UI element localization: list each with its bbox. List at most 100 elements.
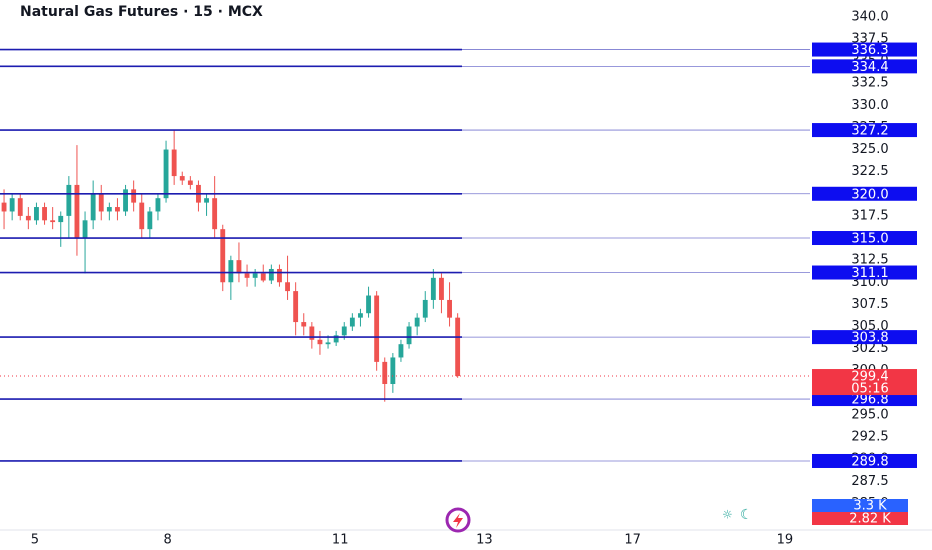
level-label-box bbox=[812, 59, 917, 74]
candle-body bbox=[212, 198, 218, 230]
y-tick-label: 332.5 bbox=[851, 76, 888, 91]
y-tick-label: 287.5 bbox=[851, 474, 888, 489]
candle-body bbox=[422, 299, 428, 318]
candle-body bbox=[236, 260, 242, 274]
candle-body bbox=[341, 326, 347, 336]
candle-body bbox=[325, 342, 331, 345]
y-tick-label: 302.5 bbox=[851, 341, 888, 356]
candle-body bbox=[374, 295, 380, 362]
candle-body bbox=[430, 277, 436, 300]
candle-body bbox=[74, 184, 80, 239]
candle-body bbox=[66, 184, 72, 216]
level-label: 296.8 bbox=[851, 393, 888, 408]
level-label: 289.8 bbox=[851, 454, 888, 469]
candle-body bbox=[90, 193, 96, 221]
last-price-label: 299.4 bbox=[851, 370, 888, 385]
candle-body bbox=[252, 273, 258, 278]
candle-body bbox=[268, 268, 274, 281]
candle-body bbox=[106, 207, 112, 212]
candle-body bbox=[228, 260, 234, 283]
candle-body bbox=[447, 299, 452, 318]
candle-body bbox=[25, 215, 31, 221]
candle-body bbox=[34, 207, 39, 221]
y-tick-label: 292.5 bbox=[851, 430, 888, 445]
volume-label-box bbox=[812, 499, 908, 512]
sun-icon: ☼ bbox=[722, 508, 733, 522]
candle-body bbox=[439, 277, 444, 300]
candle-body bbox=[285, 282, 290, 292]
level-label-box bbox=[812, 186, 917, 201]
candle-body bbox=[155, 198, 161, 212]
candle-body bbox=[333, 335, 339, 343]
x-tick-label: 5 bbox=[31, 533, 39, 548]
logo-bolt bbox=[453, 513, 463, 528]
x-tick-label: 8 bbox=[164, 533, 172, 548]
candle-body bbox=[131, 189, 137, 203]
y-tick-label: 325.0 bbox=[851, 142, 888, 157]
candle-body bbox=[220, 229, 226, 283]
candle-body bbox=[58, 215, 64, 223]
level-label: 334.4 bbox=[851, 60, 888, 75]
candle-body bbox=[349, 317, 355, 327]
candle-body bbox=[414, 317, 420, 327]
candle-body bbox=[9, 198, 15, 212]
candle-body bbox=[358, 313, 363, 318]
volume-label: 2.82 K bbox=[849, 512, 891, 527]
x-tick-label: 19 bbox=[777, 533, 794, 548]
theme-icons: ☼ ☾ bbox=[445, 507, 753, 533]
candle-body bbox=[455, 317, 461, 377]
y-tick-label: 317.5 bbox=[851, 208, 888, 223]
candle-body bbox=[1, 202, 7, 212]
level-label-box bbox=[812, 123, 917, 138]
candle-body bbox=[382, 361, 388, 385]
x-tick-label: 13 bbox=[476, 533, 493, 548]
y-tick-label: 322.5 bbox=[851, 164, 888, 179]
x-tick-label: 17 bbox=[624, 533, 641, 548]
candle-body bbox=[139, 202, 145, 230]
last-price-box bbox=[812, 369, 917, 396]
moon-icon: ☾ bbox=[740, 507, 753, 523]
candle-body bbox=[277, 268, 282, 283]
candle-body bbox=[179, 176, 185, 181]
candle-body bbox=[171, 149, 177, 177]
candle-body bbox=[123, 189, 128, 212]
candle-body bbox=[147, 211, 153, 230]
candle-body bbox=[398, 344, 404, 358]
level-label-box bbox=[812, 265, 917, 280]
candle-body bbox=[260, 273, 266, 281]
candle-body bbox=[42, 207, 47, 221]
level-label: 320.0 bbox=[851, 187, 888, 202]
candle-body bbox=[309, 326, 315, 340]
level-label-box bbox=[812, 231, 917, 246]
level-label-box bbox=[812, 330, 917, 345]
candle-body bbox=[301, 322, 307, 327]
y-tick-label: 330.0 bbox=[851, 98, 888, 113]
volume-label: 3.3 K bbox=[853, 499, 887, 514]
candle-body bbox=[17, 198, 23, 216]
volume-label-box bbox=[812, 512, 908, 525]
candle-body bbox=[50, 220, 56, 223]
candle-body bbox=[82, 220, 88, 239]
level-label: 303.8 bbox=[851, 331, 888, 346]
y-tick-label: 340.0 bbox=[851, 9, 888, 24]
chart-title: Natural Gas Futures · 15 · MCX bbox=[20, 4, 263, 20]
level-label-box bbox=[812, 42, 917, 57]
candle-body bbox=[204, 198, 209, 203]
candle-body bbox=[293, 291, 299, 323]
level-label-box bbox=[812, 392, 917, 407]
candle-body bbox=[115, 207, 120, 212]
y-tick-label: 307.5 bbox=[851, 297, 888, 312]
candle-body bbox=[244, 273, 250, 278]
countdown-label: 05:16 bbox=[851, 382, 888, 397]
candle-body bbox=[366, 295, 371, 314]
x-tick-label: 11 bbox=[332, 533, 349, 548]
candle-body bbox=[163, 149, 169, 199]
candle-body bbox=[98, 193, 104, 212]
y-tick-label: 312.5 bbox=[851, 253, 888, 268]
candle-body bbox=[390, 357, 396, 385]
level-label-box bbox=[812, 453, 917, 468]
candle-body bbox=[406, 326, 412, 345]
level-label: 315.0 bbox=[851, 232, 888, 247]
